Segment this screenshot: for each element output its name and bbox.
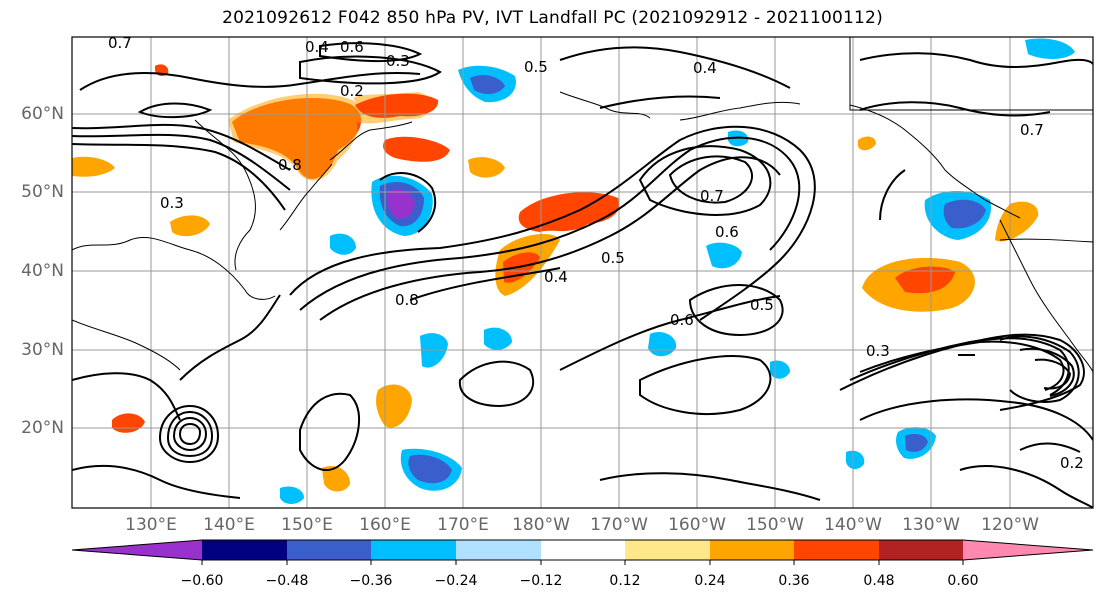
lon-label: 180°W [512, 515, 570, 535]
contour-label: 0.5 [524, 58, 548, 76]
lat-label: 50°N [21, 182, 64, 202]
colorbar-tick-label: −0.36 [349, 573, 393, 589]
colorbar-swatch-2 [287, 540, 371, 560]
map-frame [71, 36, 1094, 509]
lat-label: 20°N [21, 418, 64, 438]
lon-label: 130°E [125, 515, 177, 535]
map-title: 2021092612 F042 850 hPa PV, IVT Landfall… [222, 8, 883, 28]
lon-label: 170°W [590, 515, 648, 535]
colorbar-swatch-10 [963, 540, 1093, 560]
lon-label: 140°W [824, 515, 882, 535]
contour-label: 0.3 [866, 342, 890, 360]
pv-contours [72, 42, 1093, 508]
colorbar-tick-label: −0.12 [519, 573, 563, 589]
colorbar-tick-label: −0.24 [434, 573, 478, 589]
contour-label: 0.3 [386, 52, 410, 70]
map-content: 0.7 0.6 0.5 0.4 0.3 0.2 0.8 0.7 0.6 0.5 … [72, 34, 1093, 508]
contour-label: 0.7 [700, 187, 724, 205]
contour-label: 0.4 [305, 38, 329, 56]
lon-label: 150°E [281, 515, 333, 535]
lon-label: 170°E [437, 515, 489, 535]
contour-label: 0.2 [340, 82, 364, 100]
coastlines [72, 37, 1093, 373]
contour-label: 0.3 [160, 194, 184, 212]
colorbar-tick-label: 0.12 [609, 573, 641, 589]
colorbar-swatch-8 [794, 540, 879, 560]
colorbar-swatch-3 [371, 540, 456, 560]
colorbar-swatch-9 [879, 540, 963, 560]
colorbar-swatch-6 [625, 540, 710, 560]
contour-label: 0.7 [108, 34, 132, 52]
contour-label: 0.6 [670, 311, 694, 329]
colorbar-swatch-5 [541, 540, 625, 560]
colorbar [71, 539, 1094, 565]
colorbar-tick-label: −0.60 [180, 573, 224, 589]
colorbar-swatch-0 [72, 540, 202, 560]
contour-labels: 0.7 0.6 0.5 0.4 0.3 0.2 0.8 0.7 0.6 0.5 … [108, 34, 1084, 472]
lon-label: 140°E [203, 515, 255, 535]
lat-label: 40°N [21, 261, 64, 281]
contour-label: 0.2 [1060, 454, 1084, 472]
colorbar-tick-label: 0.48 [863, 573, 895, 589]
colorbar-swatch-7 [710, 540, 794, 560]
lon-label: 160°E [359, 515, 411, 535]
contour-label: 0.4 [544, 268, 568, 286]
colorbar-tick-label: 0.24 [694, 573, 726, 589]
lon-label: 160°W [668, 515, 726, 535]
lon-label: 130°W [902, 515, 960, 535]
colorbar-swatch-4 [456, 540, 541, 560]
colorbar-swatch-1 [202, 540, 287, 560]
contour-label: 0.7 [1020, 121, 1044, 139]
graticule [72, 37, 1093, 508]
contour-label: 0.4 [693, 59, 717, 77]
contour-label: 0.8 [395, 291, 419, 309]
contour-label: 0.6 [715, 223, 739, 241]
contour-label: 0.5 [601, 249, 625, 267]
contour-label: 0.6 [340, 38, 364, 56]
colorbar-tick-label: 0.60 [947, 573, 979, 589]
lat-label: 60°N [21, 104, 64, 124]
colorbar-tick-label: −0.48 [265, 573, 309, 589]
colorbar-tick-label: 0.36 [778, 573, 810, 589]
lat-label: 30°N [21, 340, 64, 360]
lon-label: 150°W [746, 515, 804, 535]
contour-label: 0.5 [750, 296, 774, 314]
contour-label: 0.8 [278, 156, 302, 174]
lon-label: 120°W [981, 515, 1039, 535]
